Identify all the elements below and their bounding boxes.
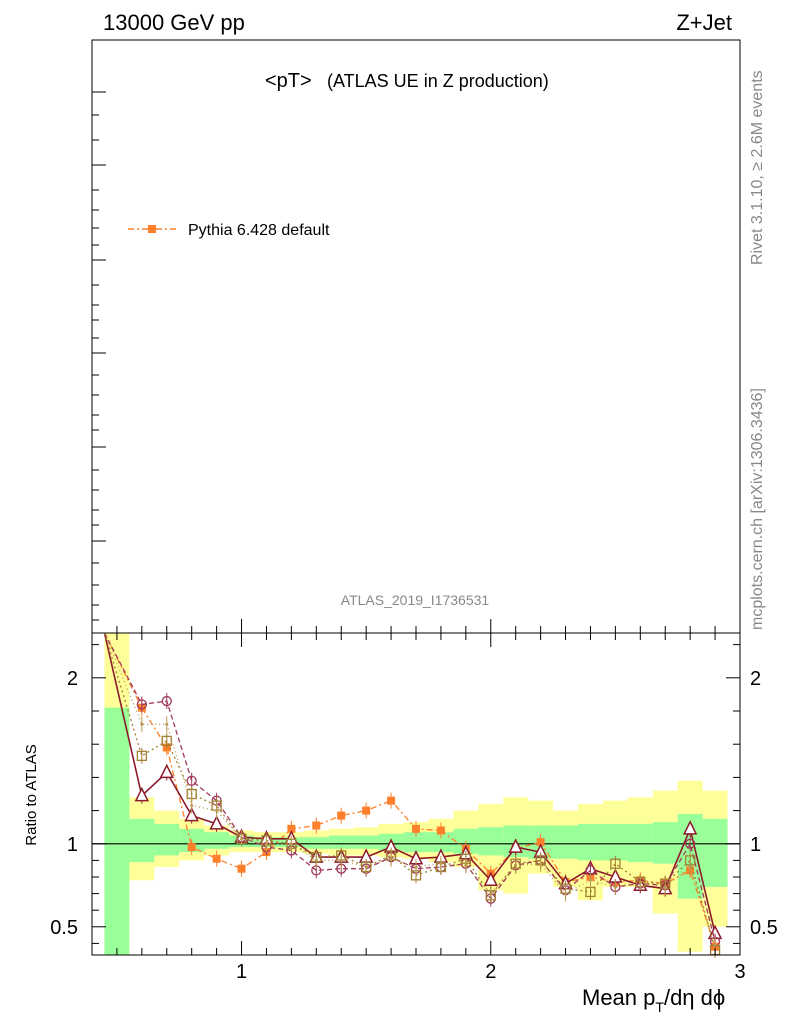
y-tick-label-right: 1 [750, 834, 761, 856]
tick-labels: 1 2 30.5 0.51 12 2 [50, 668, 778, 983]
band-inner-bin [403, 832, 429, 853]
data-point [412, 824, 420, 833]
band-inner-bin [353, 835, 379, 849]
data-point [685, 838, 696, 849]
data-point [186, 775, 197, 786]
data-point [362, 806, 371, 815]
band-inner-bin [104, 707, 130, 955]
data-point [209, 815, 224, 830]
data-point [264, 842, 268, 846]
data-point [165, 722, 169, 726]
x-tick-label: 2 [485, 961, 496, 983]
data-point [159, 763, 174, 779]
y-tick-label: 0.5 [50, 917, 78, 939]
data-point [364, 865, 368, 869]
data-point [389, 857, 393, 861]
data-point [610, 858, 621, 869]
plot-title-main: <pT> [265, 70, 312, 92]
band-inner-bin [478, 827, 504, 856]
band-inner-bin [154, 823, 180, 856]
data-point [337, 811, 346, 820]
data-point [613, 885, 617, 889]
plot-title-sub: (ATLAS UE in Z production) [327, 71, 549, 91]
data-point [489, 892, 493, 896]
data-point [184, 806, 199, 822]
data-point [688, 865, 692, 869]
band-inner-bin [627, 823, 653, 863]
series-dot [103, 632, 717, 954]
data-point [564, 892, 568, 896]
y-tick-label-right: 0.5 [750, 917, 778, 939]
band-inner-bin [602, 823, 628, 861]
x-tick-label: 3 [734, 961, 745, 983]
data-point [212, 854, 221, 863]
data-point [483, 871, 498, 887]
band-inner-bin [702, 818, 728, 887]
ratio-ticks [92, 633, 741, 955]
band-inner-bin [553, 825, 578, 859]
upper-ticks [92, 91, 716, 633]
data-point [240, 837, 244, 841]
data-point [140, 722, 144, 726]
series-square [103, 632, 721, 959]
data-point [436, 826, 445, 835]
data-point [161, 695, 172, 707]
y-axis-label: Ratio to ATLAS [23, 744, 40, 845]
uncertainty-bands [104, 633, 728, 955]
band-inner-bin [578, 823, 603, 861]
data-point [588, 878, 592, 882]
legend-entry: Pythia 6.428 default [188, 222, 330, 239]
data-point [287, 824, 296, 833]
analysis-label: ATLAS_2019_I1736531 [341, 592, 490, 608]
y-tick-label: 1 [67, 834, 78, 856]
data-point [289, 842, 293, 846]
mcplots-label: mcplots.cern.ch [arXiv:1306.3436] [749, 388, 766, 630]
data-point [136, 699, 147, 710]
data-point [713, 943, 717, 947]
y-tick-label-right: 2 [750, 668, 761, 690]
header-right: Z+Jet [676, 10, 732, 35]
band-inner-bin [303, 837, 329, 849]
data-point [314, 858, 318, 862]
data-point [190, 804, 194, 808]
data-point [414, 865, 418, 869]
legend-marker [148, 225, 156, 233]
ratio-series [103, 632, 723, 959]
data-point [237, 864, 246, 873]
band-inner-bin [328, 835, 354, 849]
data-point [439, 862, 443, 866]
data-point [464, 863, 468, 867]
data-point [339, 858, 343, 862]
header-left: 13000 GeV pp [103, 10, 245, 35]
upper-frame [91, 39, 741, 634]
data-point [508, 838, 523, 853]
data-point [312, 821, 321, 830]
data-point [682, 820, 698, 835]
legend: Pythia 6.428 default [128, 222, 330, 239]
data-point [387, 796, 396, 805]
data-point [215, 809, 219, 813]
data-point [638, 880, 642, 884]
band-inner-bin [129, 818, 155, 863]
x-axis-label: Mean pT/dη dϕ [582, 985, 725, 1015]
data-point [539, 862, 543, 866]
data-point [136, 750, 147, 761]
x-tick-label: 1 [236, 961, 247, 983]
series-line-circle [103, 632, 716, 942]
data-point [187, 843, 196, 852]
ratio-frame [91, 632, 741, 956]
y-tick-label: 2 [67, 668, 78, 690]
data-point [514, 863, 518, 867]
rivet-label: Rivet 3.1.10, ≥ 2.6M events [749, 70, 766, 265]
band-inner-bin [652, 822, 678, 864]
data-point [134, 786, 150, 802]
series-dark [103, 632, 723, 942]
band-inner-bin [428, 832, 454, 853]
data-point [663, 885, 667, 889]
band-inner-bin [204, 832, 230, 849]
data-point [536, 838, 545, 847]
